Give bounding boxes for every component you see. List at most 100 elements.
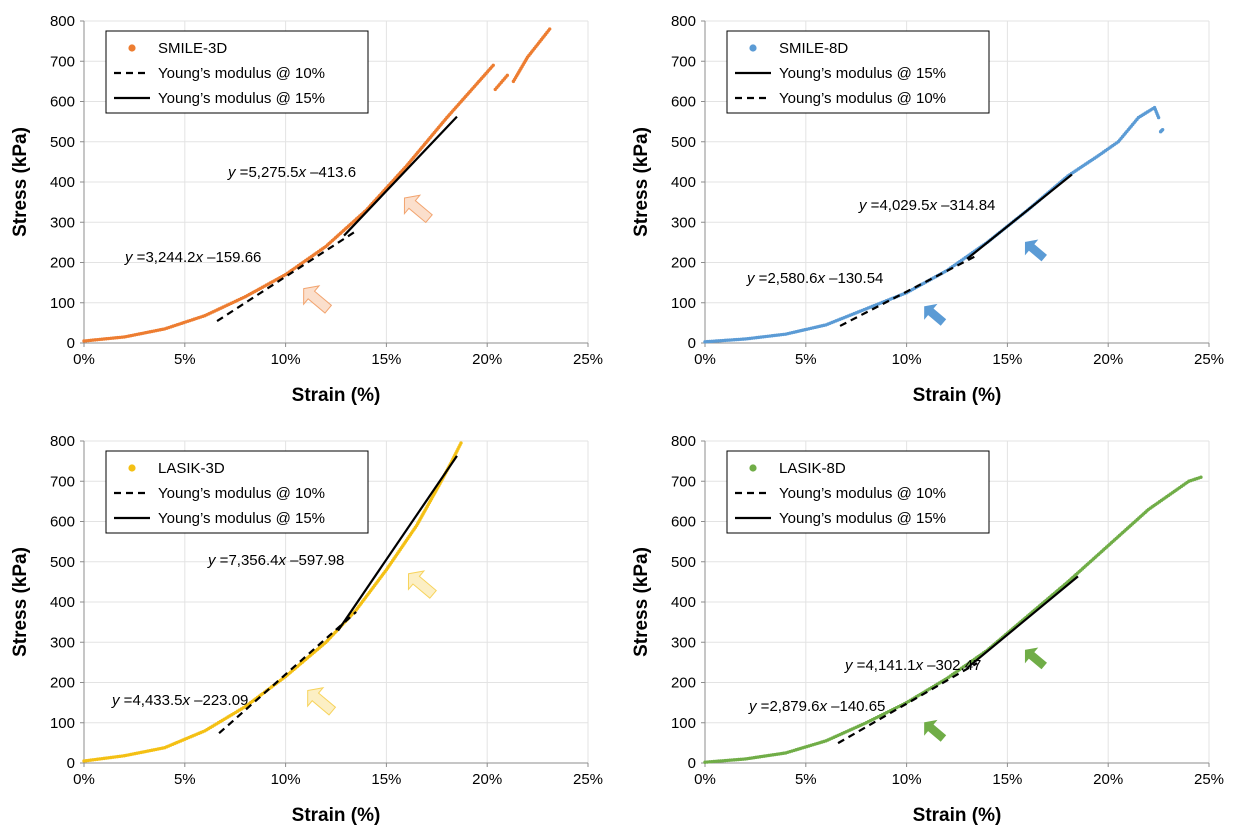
equation-slope: 4,433.5 — [132, 692, 182, 709]
equation-slope: 2,879.6 — [769, 698, 819, 715]
y-axis-title: Stress (kPa) — [10, 547, 31, 657]
x-tick-label: 25% — [1194, 351, 1224, 368]
chart-panel-lasik-3d: 0% 5% 10% 15% 20% 25% 0 100 200 300 400 500 600 700 80… — [0, 420, 620, 839]
equation-x: x — [194, 249, 203, 266]
equation-intercept: –413.6 — [306, 164, 356, 181]
y-axis-title: Stress (kPa) — [631, 547, 652, 657]
fit-line-15pct — [343, 115, 458, 237]
legend-marker — [128, 44, 136, 52]
x-tick-label: 0% — [73, 771, 95, 788]
legend: LASIK-3D Young’s modulus @ 10% Young’s mod… — [105, 450, 369, 534]
equation-y: y — [858, 197, 868, 214]
chart-panel-smile-3d: 0% 5% 10% 15% 20% 25% 0 100 200 300 400 500 600 700 80… — [0, 0, 620, 419]
y-tick-label: 0 — [688, 335, 696, 352]
equation-y: y — [748, 698, 758, 715]
legend-box — [105, 30, 369, 114]
legend-label: Young’s modulus @ 15% — [779, 65, 946, 82]
equation-slope: 7,356.4 — [228, 552, 278, 569]
equation-x: x — [914, 657, 923, 674]
y-tick-label: 500 — [671, 134, 696, 151]
equation-label: y =3,244.2x –159.66 — [124, 249, 261, 266]
equation-slope: 4,029.5 — [879, 197, 929, 214]
equation-equals: = — [216, 552, 229, 569]
equation-y: y — [124, 249, 134, 266]
y-tick-label: 800 — [671, 13, 696, 30]
chart-smile-8d: 0% 5% 10% 15% 20% 25% 0 100 200 300 400 500 600 700 80… — [631, 13, 1224, 406]
equation-equals: = — [757, 698, 770, 715]
y-tick-label: 200 — [50, 675, 75, 692]
arrow-icon — [1024, 239, 1047, 262]
y-tick-label: 0 — [688, 755, 696, 772]
equation-slope: 5,275.5 — [248, 164, 298, 181]
equation-y: y — [227, 164, 237, 181]
x-tick-label: 20% — [472, 351, 502, 368]
equation-equals: = — [236, 164, 249, 181]
legend: SMILE-3D Young’s modulus @ 10% Young’s mod… — [105, 30, 369, 114]
legend: LASIK-8D Young’s modulus @ 10% Young’s mod… — [726, 450, 990, 534]
data-point — [1160, 127, 1165, 132]
x-axis-title: Strain (%) — [292, 805, 381, 826]
x-tick-label: 0% — [73, 351, 95, 368]
y-tick-label: 100 — [671, 715, 696, 732]
y-tick-label: 700 — [50, 473, 75, 490]
fit-line-15pct — [966, 173, 1073, 260]
y-tick-label: 700 — [671, 53, 696, 70]
equation-label: y =4,433.5x –223.09 — [111, 692, 248, 709]
legend-marker — [749, 464, 757, 472]
equation-x: x — [816, 270, 825, 287]
y-tick-label: 400 — [671, 594, 696, 611]
y-tick-label: 0 — [67, 755, 75, 772]
y-tick-label: 700 — [671, 473, 696, 490]
y-tick-label: 700 — [50, 53, 75, 70]
legend-label: Young’s modulus @ 10% — [779, 485, 946, 502]
equation-label: y =5,275.5x –413.6 — [227, 164, 356, 181]
fit-line-15pct — [337, 455, 458, 632]
equation-y: y — [111, 692, 121, 709]
y-tick-label: 300 — [50, 634, 75, 651]
equation-intercept: –140.65 — [827, 698, 885, 715]
y-tick-label: 600 — [671, 514, 696, 531]
x-axis-title: Strain (%) — [292, 385, 381, 406]
fit-line-10pct — [218, 611, 357, 735]
equation-slope: 3,244.2 — [145, 249, 195, 266]
equation-label: y =2,879.6x –140.65 — [748, 698, 885, 715]
data-point — [505, 73, 510, 78]
equation-x: x — [928, 197, 937, 214]
x-tick-label: 0% — [694, 351, 716, 368]
legend-marker — [128, 464, 136, 472]
x-tick-label: 20% — [1093, 771, 1123, 788]
equation-x: x — [277, 552, 286, 569]
equation-intercept: –130.54 — [825, 270, 883, 287]
x-tick-label: 10% — [271, 351, 301, 368]
y-tick-label: 300 — [671, 634, 696, 651]
data-series — [82, 63, 495, 343]
x-tick-label: 5% — [795, 351, 817, 368]
equation-equals: = — [120, 692, 133, 709]
fit-line-10pct — [216, 230, 357, 323]
chart-lasik-3d: 0% 5% 10% 15% 20% 25% 0 100 200 300 400 500 600 700 80… — [10, 433, 603, 826]
x-tick-label: 20% — [472, 771, 502, 788]
x-tick-label: 15% — [992, 351, 1022, 368]
x-tick-label: 15% — [371, 771, 401, 788]
chart-lasik-8d: 0% 5% 10% 15% 20% 25% 0 100 200 300 400 500 600 700 80… — [631, 433, 1224, 826]
x-tick-label: 10% — [271, 771, 301, 788]
y-tick-label: 600 — [671, 94, 696, 111]
arrow-icon — [407, 570, 437, 599]
legend-label: LASIK-3D — [158, 460, 225, 477]
equation-label: y =7,356.4x –597.98 — [207, 552, 344, 569]
equation-x: x — [297, 164, 306, 181]
equation-label: y =4,029.5x –314.84 — [858, 197, 995, 214]
equation-y: y — [746, 270, 756, 287]
y-tick-label: 100 — [50, 715, 75, 732]
y-tick-label: 100 — [671, 295, 696, 312]
y-tick-label: 600 — [50, 94, 75, 111]
arrow-icon — [924, 719, 947, 742]
y-tick-label: 800 — [50, 433, 75, 450]
chart-panel-smile-8d: 0% 5% 10% 15% 20% 25% 0 100 200 300 400 500 600 700 80… — [621, 0, 1241, 419]
legend-label: Young’s modulus @ 15% — [779, 510, 946, 527]
y-tick-label: 800 — [671, 433, 696, 450]
x-tick-label: 5% — [174, 351, 196, 368]
x-tick-label: 10% — [892, 351, 922, 368]
x-tick-label: 25% — [573, 771, 603, 788]
y-tick-label: 800 — [50, 13, 75, 30]
